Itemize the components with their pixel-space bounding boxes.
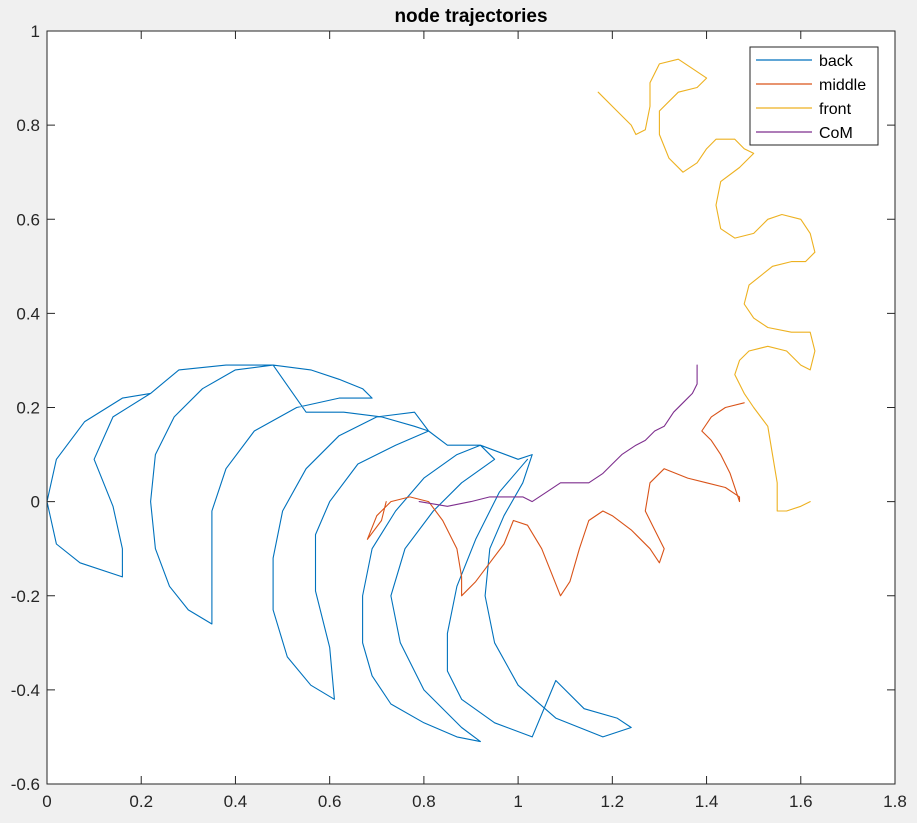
x-tick-label: 1.2 bbox=[601, 792, 625, 811]
x-tick-label: 0.2 bbox=[129, 792, 153, 811]
series-line-back bbox=[46, 364, 632, 743]
legend[interactable]: back middle front CoM bbox=[749, 46, 879, 146]
legend-box bbox=[749, 46, 879, 146]
y-tick-label: 0.8 bbox=[16, 116, 40, 135]
legend-label-middle[interactable]: middle bbox=[819, 77, 866, 94]
series-line-com bbox=[418, 364, 698, 507]
y-tick-label: 0.4 bbox=[16, 304, 40, 323]
y-tick-label: 0 bbox=[31, 493, 40, 512]
x-tick-label: 1 bbox=[513, 792, 522, 811]
chart-title: node trajectories bbox=[394, 6, 547, 27]
series-layer bbox=[46, 58, 816, 743]
y-tick-label: 0.2 bbox=[16, 399, 40, 418]
x-tick-label: 1.8 bbox=[883, 792, 907, 811]
x-tick-label: 1.4 bbox=[695, 792, 719, 811]
y-tick-label: 0.6 bbox=[16, 210, 40, 229]
axes: 0 0.2 0.4 0.6 0.8 1 1.2 1.4 1.6 1.8 -0.6 -0.4 -0.2 0 0… bbox=[11, 22, 907, 811]
x-tick-label: 0.6 bbox=[318, 792, 342, 811]
y-tick-label: 1 bbox=[31, 22, 40, 41]
x-tick-label: 0.8 bbox=[412, 792, 436, 811]
y-tick-label: -0.2 bbox=[11, 587, 40, 606]
y-tick-label: -0.4 bbox=[11, 681, 40, 700]
series-line-front bbox=[597, 58, 816, 512]
x-tick-label: 0 bbox=[42, 792, 51, 811]
x-tick-label: 1.6 bbox=[789, 792, 813, 811]
legend-label-front[interactable]: front bbox=[819, 101, 852, 118]
series-line-middle bbox=[366, 402, 745, 597]
legend-label-back[interactable]: back bbox=[819, 53, 854, 70]
y-tick-label: -0.6 bbox=[11, 775, 40, 794]
x-tick-label: 0.4 bbox=[224, 792, 248, 811]
legend-label-com[interactable]: CoM bbox=[819, 125, 853, 142]
